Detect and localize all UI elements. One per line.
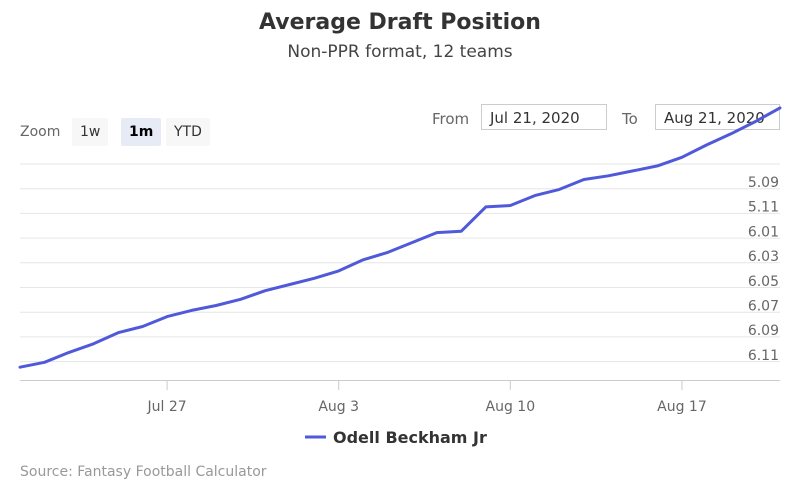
x-tick-label: Aug 17 xyxy=(657,399,707,415)
range-to-input[interactable]: Aug 21, 2020 xyxy=(655,104,780,130)
x-tick-label: Aug 10 xyxy=(486,399,536,415)
range-from-label: From xyxy=(432,110,470,128)
x-tick-label: Aug 3 xyxy=(318,399,359,415)
chart-title: Average Draft Position xyxy=(259,10,541,35)
x-tick-label: Jul 27 xyxy=(147,399,187,415)
y-tick-label: 6.01 xyxy=(748,224,779,240)
zoom-ytd-button[interactable]: YTD xyxy=(166,118,210,146)
y-tick-label: 6.07 xyxy=(748,299,779,315)
legend-label: Odell Beckham Jr xyxy=(333,428,487,447)
chart-subtitle: Non-PPR format, 12 teams xyxy=(287,42,513,62)
y-tick-label: 6.05 xyxy=(748,274,779,290)
y-tick-label: 6.11 xyxy=(748,348,779,364)
zoom-1m-button[interactable]: 1m xyxy=(121,118,162,146)
zoom-label: Zoom xyxy=(20,124,61,140)
y-tick-label: 5.11 xyxy=(748,200,779,216)
y-tick-label: 6.09 xyxy=(748,323,779,339)
y-tick-label: 6.03 xyxy=(748,249,779,265)
series-line-odell-beckham-jr xyxy=(18,106,782,369)
y-tick-label: 5.09 xyxy=(748,175,779,191)
source-note: Source: Fantasy Football Calculator xyxy=(20,464,267,480)
range-from-input[interactable]: Jul 21, 2020 xyxy=(481,104,607,130)
zoom-1w-button[interactable]: 1w xyxy=(72,118,109,146)
range-to-label: To xyxy=(622,110,638,128)
